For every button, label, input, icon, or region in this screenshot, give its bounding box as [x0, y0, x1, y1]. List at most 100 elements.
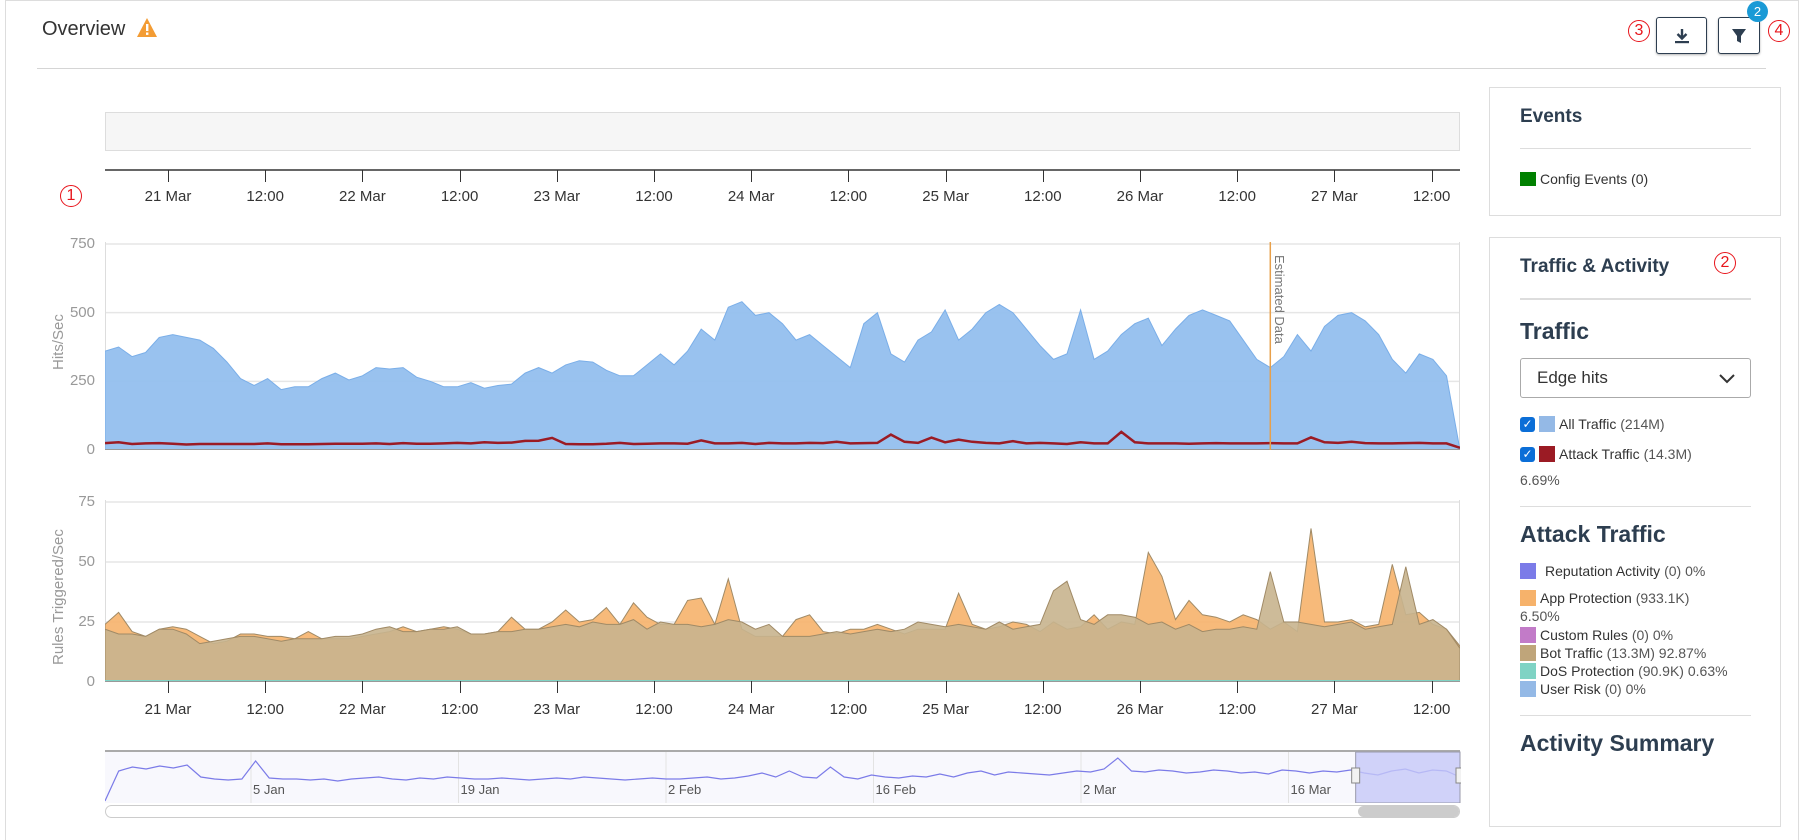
legend-label: App Protection: [1540, 590, 1632, 606]
x-axis-tick: [945, 681, 947, 693]
range-navigator[interactable]: 5 Jan 19 Jan 2 Feb 16 Feb 2 Mar 16 Mar: [105, 750, 1461, 803]
scrollbar-thumb[interactable]: [1358, 806, 1459, 817]
attack-traffic-heading: Attack Traffic: [1520, 521, 1666, 547]
all-traffic-series-area: [105, 301, 1460, 450]
events-title: Events: [1520, 106, 1583, 127]
y-axis-title-hits: Hits/Sec: [50, 314, 67, 370]
filter-count-badge: 2: [1747, 1, 1768, 22]
timeline-tick-label: 12:00: [1218, 188, 1256, 205]
x-axis-tick: [848, 681, 850, 693]
legend-label: Custom Rules: [1540, 627, 1628, 643]
divider: [1520, 298, 1751, 300]
annotation-marker-1: 1: [60, 185, 82, 207]
rules-chart[interactable]: [105, 500, 1460, 682]
all-traffic-toggle[interactable]: ✓ All Traffic (214M): [1520, 416, 1665, 432]
legend-label: DoS Protection: [1540, 663, 1635, 679]
navigator-handle[interactable]: [1455, 767, 1461, 784]
navigator-tick-label: 2 Feb: [668, 782, 701, 797]
legend-custom-rules[interactable]: Custom Rules (0) 0%: [1520, 627, 1673, 643]
y-tick-label: 75: [78, 493, 95, 510]
timeline-tick-label: 12:00: [1412, 188, 1451, 205]
timeline-tick-label: 21 Mar: [144, 188, 192, 205]
timeline-tick: [168, 170, 169, 182]
x-axis-tick: [751, 681, 753, 693]
y-tick-label: 500: [69, 303, 95, 321]
timeline-tick: [1140, 170, 1141, 182]
navigator-background: [105, 750, 1460, 803]
x-axis-tick-label: 24 Mar: [727, 701, 775, 718]
navigator-scrollbar[interactable]: [105, 805, 1460, 818]
traffic-heading: Traffic: [1520, 318, 1590, 344]
checkbox-checked[interactable]: ✓: [1520, 416, 1535, 432]
legend-bot-traffic[interactable]: Bot Traffic (13.3M) 92.87%: [1520, 645, 1706, 661]
legend-label: Attack Traffic: [1559, 446, 1640, 462]
legend-swatch: [1520, 645, 1536, 661]
timeline-tick: [1431, 170, 1433, 182]
legend-label: All Traffic: [1559, 416, 1617, 432]
timeline-tick-label: 26 Mar: [1116, 188, 1164, 205]
chevron-down-icon: [1719, 374, 1735, 384]
estimated-data-label: Estimated Data: [1272, 255, 1287, 344]
traffic-activity-title: Traffic & Activity: [1520, 256, 1670, 277]
x-axis-tick-label: 12:00: [829, 701, 868, 718]
x-axis-tick: [362, 681, 364, 693]
events-strip: [105, 112, 1460, 151]
checkbox-checked[interactable]: ✓: [1520, 446, 1535, 462]
filter-button[interactable]: [1718, 17, 1760, 54]
timeline-tick-label: 12:00: [635, 188, 673, 205]
x-axis-tick: [1431, 681, 1433, 693]
divider: [1520, 506, 1751, 507]
x-axis-tick: [265, 681, 267, 693]
legend-value: (0) 0%: [1604, 681, 1646, 697]
x-axis-tick: [168, 681, 169, 693]
x-axis-tick-label: 26 Mar: [1116, 701, 1164, 718]
legend-label: Bot Traffic: [1540, 645, 1603, 661]
legend-swatch: [1539, 416, 1555, 432]
x-axis-tick: [459, 681, 461, 693]
attack-percentage: 6.69%: [1520, 472, 1560, 488]
y-tick-label: 0: [86, 441, 95, 458]
attack-traffic-toggle[interactable]: ✓ Attack Traffic (14.3M): [1520, 446, 1692, 462]
x-axis-tick: [1237, 681, 1239, 693]
timeline-tick-label: 24 Mar: [727, 188, 775, 205]
legend-value: (0) 0%: [1664, 563, 1706, 579]
legend-dos-protection[interactable]: DoS Protection (90.9K) 0.63%: [1520, 663, 1728, 679]
timeline-tick-label: 23 Mar: [533, 188, 581, 205]
x-axis-tick: [654, 681, 655, 693]
timeline-tick: [1237, 170, 1239, 182]
x-axis-tick: [556, 681, 558, 693]
timeline-tick: [945, 170, 947, 182]
traffic-activity-panel: Traffic & Activity 2 Traffic Edge hits ✓…: [1489, 237, 1781, 827]
timeline-axis: [105, 169, 1460, 171]
navigator-handle[interactable]: [1351, 767, 1361, 784]
navigator-selection[interactable]: [1355, 751, 1461, 803]
divider: [1520, 148, 1751, 149]
x-axis-tick-label: 22 Mar: [339, 701, 386, 718]
y-tick-label: 25: [78, 613, 95, 630]
app-protection-percentage: 6.50%: [1520, 608, 1560, 624]
x-axis-tick-label: 12:00: [1024, 701, 1062, 718]
timeline-tick: [459, 170, 461, 182]
legend-reputation-activity[interactable]: Reputation Activity (0) 0%: [1520, 563, 1705, 579]
x-axis-tick: [1140, 681, 1141, 693]
legend-user-risk[interactable]: User Risk (0) 0%: [1520, 681, 1646, 697]
x-axis-tick-label: 21 Mar: [144, 701, 192, 718]
activity-summary-heading: Activity Summary: [1520, 730, 1715, 756]
legend-swatch: [1520, 627, 1536, 643]
warning-icon[interactable]: [136, 17, 158, 39]
x-axis-tick-label: 12:00: [635, 701, 673, 718]
timeline-tick: [556, 170, 558, 182]
legend-label: Config Events (0): [1540, 171, 1649, 187]
timeline-tick: [751, 170, 753, 182]
hits-chart[interactable]: [105, 242, 1460, 450]
x-axis-tick-label: 25 Mar: [922, 701, 969, 718]
config-events-legend[interactable]: Config Events (0): [1520, 171, 1648, 187]
legend-swatch: [1520, 590, 1536, 606]
timeline-tick: [265, 170, 267, 182]
x-axis-tick-label: 27 Mar: [1311, 701, 1358, 718]
legend-app-protection[interactable]: App Protection (933.1K): [1520, 590, 1689, 606]
x-axis-tick-label: 12:00: [440, 701, 479, 718]
y-tick-label: 0: [86, 673, 95, 690]
traffic-metric-dropdown[interactable]: Edge hits: [1520, 358, 1751, 398]
download-button[interactable]: [1656, 17, 1707, 54]
